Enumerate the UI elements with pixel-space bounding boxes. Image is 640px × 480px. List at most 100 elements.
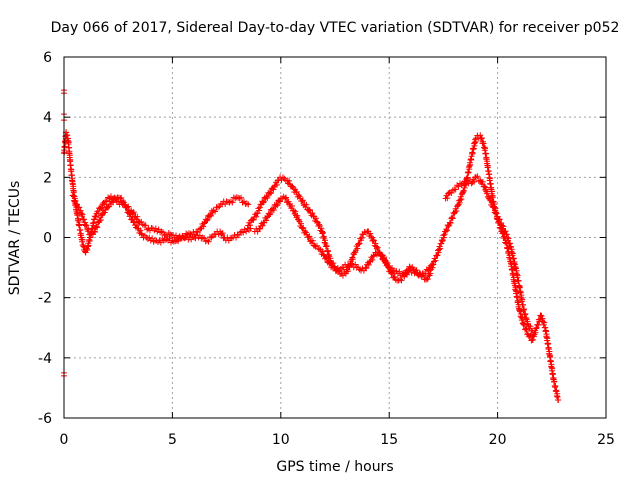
data-point-fill <box>318 225 325 232</box>
data-point-fill <box>97 217 104 224</box>
data-point-fill <box>68 166 75 173</box>
data-point-fill <box>539 315 546 322</box>
data-point-fill <box>131 218 138 225</box>
data-point-fill <box>253 213 260 220</box>
data-point-fill <box>264 194 271 201</box>
data-point-fill <box>298 220 305 227</box>
data-point-fill <box>410 266 417 273</box>
data-point <box>347 261 354 268</box>
data-point-fill <box>163 236 170 243</box>
data-point-fill <box>259 222 266 229</box>
data-point-fill <box>439 238 446 245</box>
data-point-fill <box>146 234 153 241</box>
data-point-fill <box>496 216 503 223</box>
data-point-fill <box>520 301 527 308</box>
data-point-fill <box>482 184 489 191</box>
data-point-fill <box>457 197 464 203</box>
data-point-fill <box>458 195 465 202</box>
data-point-fill <box>200 223 207 230</box>
data-point-fill <box>504 234 511 241</box>
data-point-fill <box>484 188 491 195</box>
data-point-fill <box>540 318 547 325</box>
data-point-fill <box>205 238 212 245</box>
data-point-fill <box>367 233 374 240</box>
data-point-fill <box>260 199 267 206</box>
data-point <box>245 201 252 208</box>
data-point-fill <box>144 226 151 233</box>
data-point-fill <box>305 234 312 241</box>
data-point-fill <box>94 224 101 231</box>
data-point-fill <box>224 234 231 241</box>
data-point-fill <box>356 266 363 273</box>
data-point <box>371 252 378 259</box>
data-point <box>446 219 453 226</box>
data-point <box>334 267 341 274</box>
data-point-fill <box>194 229 201 236</box>
data-point-fill <box>119 198 126 205</box>
data-point-fill <box>254 210 261 217</box>
data-point <box>418 273 425 280</box>
data-point-fill <box>370 253 377 260</box>
data-point-fill <box>479 178 486 185</box>
data-point-fill <box>444 195 451 202</box>
data-point-fill <box>471 178 478 185</box>
data-point-fill <box>105 194 112 201</box>
data-point <box>377 252 384 259</box>
data-point-fill <box>292 208 299 215</box>
data-point <box>329 264 336 271</box>
data-point-fill <box>527 323 534 330</box>
data-point-fill <box>413 267 420 274</box>
data-point-fill <box>152 225 159 232</box>
data-point-fill <box>110 199 117 206</box>
data-point-fill <box>478 134 485 141</box>
data-point-fill <box>238 194 245 201</box>
data-point-fill <box>313 218 320 225</box>
data-point-fill <box>424 276 431 283</box>
data-point-fill <box>89 225 96 232</box>
data-point-fill <box>325 247 332 254</box>
data-point-fill <box>256 225 263 232</box>
data-point-fill <box>79 236 86 243</box>
data-point-fill <box>313 242 320 249</box>
data-point-fill <box>250 216 257 223</box>
y-tick-label: 4 <box>43 110 52 126</box>
data-point-fill <box>509 266 516 273</box>
data-point-fill <box>378 251 385 258</box>
data-point <box>208 234 215 241</box>
data-point <box>273 201 280 208</box>
data-point-fill <box>437 245 444 252</box>
data-point-fill <box>235 232 242 239</box>
data-point-fill <box>306 206 313 213</box>
data-point-fill <box>400 270 407 277</box>
data-point-fill <box>538 312 545 319</box>
x-axis-label: GPS time / hours <box>276 459 393 475</box>
data-point-fill <box>443 226 450 233</box>
data-point-fill <box>430 261 437 268</box>
data-point-fill <box>139 221 146 228</box>
data-point-fill <box>493 209 500 216</box>
data-point-fill <box>309 210 316 217</box>
data-point <box>529 327 536 334</box>
data-point-fill <box>77 207 84 214</box>
data-point-fill <box>374 244 381 251</box>
data-point <box>292 189 299 196</box>
data-point <box>275 177 282 184</box>
data-point-fill <box>528 337 535 344</box>
data-point <box>91 216 98 223</box>
data-point-fill <box>371 237 378 244</box>
data-point-fill <box>243 200 250 207</box>
data-point <box>464 177 471 184</box>
data-point-fill <box>445 223 452 230</box>
data-point-fill <box>522 310 529 317</box>
data-point-fill <box>363 265 370 272</box>
data-point-fill <box>289 183 296 190</box>
data-point-fill <box>453 207 460 214</box>
data-point-fill <box>64 132 71 139</box>
data-point <box>266 189 273 196</box>
data-point <box>299 225 306 232</box>
data-point-fill <box>134 213 141 220</box>
data-point <box>397 276 404 283</box>
data-point <box>472 174 479 181</box>
data-point-fill <box>422 270 429 277</box>
data-point-fill <box>488 199 495 206</box>
